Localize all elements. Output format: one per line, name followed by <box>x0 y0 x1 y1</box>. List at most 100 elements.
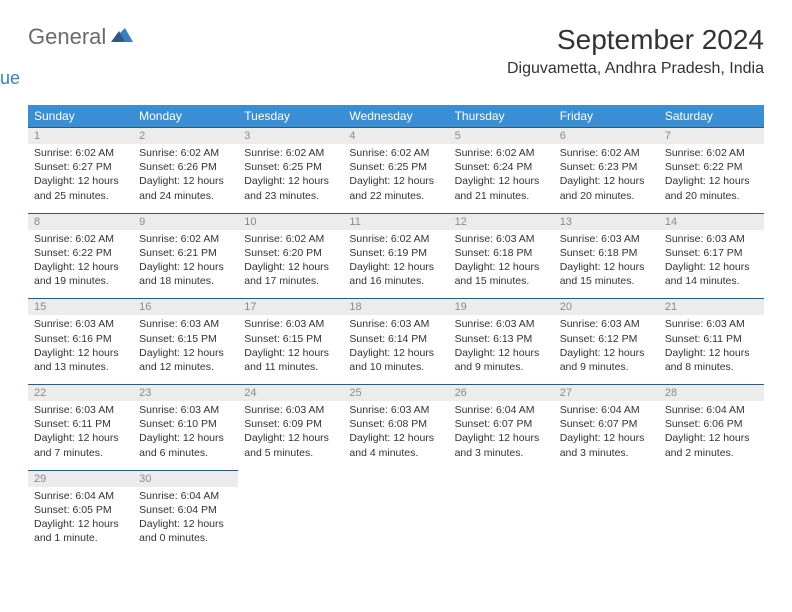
week-daynum-row: 891011121314 <box>28 213 764 230</box>
daylight-text-2: and 14 minutes. <box>665 274 758 288</box>
sunset-text: Sunset: 6:07 PM <box>455 417 548 431</box>
day-details-cell: Sunrise: 6:03 AMSunset: 6:18 PMDaylight:… <box>449 230 554 299</box>
col-saturday: Saturday <box>659 105 764 128</box>
day-details-cell <box>554 487 659 556</box>
day-details-cell: Sunrise: 6:02 AMSunset: 6:22 PMDaylight:… <box>659 144 764 213</box>
sunrise-text: Sunrise: 6:02 AM <box>244 146 337 160</box>
logo-triangle-icon <box>111 35 133 47</box>
daylight-text-2: and 7 minutes. <box>34 446 127 460</box>
daylight-text-2: and 9 minutes. <box>455 360 548 374</box>
day-header-row: Sunday Monday Tuesday Wednesday Thursday… <box>28 105 764 128</box>
day-details-cell <box>449 487 554 556</box>
daylight-text-1: Daylight: 12 hours <box>665 260 758 274</box>
day-number-cell: 16 <box>133 299 238 316</box>
day-details-cell: Sunrise: 6:03 AMSunset: 6:12 PMDaylight:… <box>554 315 659 384</box>
day-number-cell: 27 <box>554 385 659 402</box>
day-number-cell: 1 <box>28 128 133 145</box>
daylight-text-1: Daylight: 12 hours <box>455 346 548 360</box>
day-number-cell: 10 <box>238 213 343 230</box>
day-number-cell <box>449 470 554 487</box>
sunset-text: Sunset: 6:19 PM <box>349 246 442 260</box>
day-details-cell: Sunrise: 6:02 AMSunset: 6:21 PMDaylight:… <box>133 230 238 299</box>
daylight-text-1: Daylight: 12 hours <box>34 517 127 531</box>
day-details-cell: Sunrise: 6:03 AMSunset: 6:15 PMDaylight:… <box>133 315 238 384</box>
week-details-row: Sunrise: 6:03 AMSunset: 6:11 PMDaylight:… <box>28 401 764 470</box>
day-number-cell: 25 <box>343 385 448 402</box>
day-number-cell: 24 <box>238 385 343 402</box>
day-number-cell: 30 <box>133 470 238 487</box>
daylight-text-1: Daylight: 12 hours <box>34 431 127 445</box>
day-details-cell: Sunrise: 6:02 AMSunset: 6:19 PMDaylight:… <box>343 230 448 299</box>
day-number-cell: 20 <box>554 299 659 316</box>
week-daynum-row: 15161718192021 <box>28 299 764 316</box>
day-number-cell: 22 <box>28 385 133 402</box>
daylight-text-1: Daylight: 12 hours <box>665 431 758 445</box>
daylight-text-2: and 25 minutes. <box>34 189 127 203</box>
sunset-text: Sunset: 6:15 PM <box>139 332 232 346</box>
day-number-cell: 2 <box>133 128 238 145</box>
daylight-text-2: and 15 minutes. <box>560 274 653 288</box>
sunrise-text: Sunrise: 6:02 AM <box>139 146 232 160</box>
sunrise-text: Sunrise: 6:02 AM <box>455 146 548 160</box>
logo: General Blue <box>28 24 133 89</box>
week-details-row: Sunrise: 6:03 AMSunset: 6:16 PMDaylight:… <box>28 315 764 384</box>
sunrise-text: Sunrise: 6:03 AM <box>244 403 337 417</box>
sunrise-text: Sunrise: 6:04 AM <box>455 403 548 417</box>
sunset-text: Sunset: 6:18 PM <box>455 246 548 260</box>
daylight-text-1: Daylight: 12 hours <box>244 174 337 188</box>
sunset-text: Sunset: 6:21 PM <box>139 246 232 260</box>
title-block: September 2024 Diguvametta, Andhra Prade… <box>507 24 764 78</box>
day-number-cell: 15 <box>28 299 133 316</box>
daylight-text-1: Daylight: 12 hours <box>139 174 232 188</box>
week-details-row: Sunrise: 6:02 AMSunset: 6:22 PMDaylight:… <box>28 230 764 299</box>
daylight-text-1: Daylight: 12 hours <box>244 346 337 360</box>
daylight-text-1: Daylight: 12 hours <box>34 260 127 274</box>
sunrise-text: Sunrise: 6:03 AM <box>139 403 232 417</box>
daylight-text-2: and 0 minutes. <box>139 531 232 545</box>
sunrise-text: Sunrise: 6:03 AM <box>349 403 442 417</box>
day-details-cell: Sunrise: 6:04 AMSunset: 6:05 PMDaylight:… <box>28 487 133 556</box>
day-details-cell: Sunrise: 6:02 AMSunset: 6:26 PMDaylight:… <box>133 144 238 213</box>
sunrise-text: Sunrise: 6:03 AM <box>455 317 548 331</box>
day-details-cell <box>343 487 448 556</box>
sunrise-text: Sunrise: 6:03 AM <box>560 232 653 246</box>
day-number-cell: 17 <box>238 299 343 316</box>
col-tuesday: Tuesday <box>238 105 343 128</box>
sunset-text: Sunset: 6:23 PM <box>560 160 653 174</box>
daylight-text-2: and 1 minute. <box>34 531 127 545</box>
day-number-cell: 5 <box>449 128 554 145</box>
day-number-cell <box>343 470 448 487</box>
sunrise-text: Sunrise: 6:04 AM <box>665 403 758 417</box>
daylight-text-2: and 3 minutes. <box>560 446 653 460</box>
daylight-text-1: Daylight: 12 hours <box>349 174 442 188</box>
daylight-text-2: and 16 minutes. <box>349 274 442 288</box>
daylight-text-2: and 18 minutes. <box>139 274 232 288</box>
week-daynum-row: 1234567 <box>28 128 764 145</box>
sunset-text: Sunset: 6:13 PM <box>455 332 548 346</box>
day-number-cell: 18 <box>343 299 448 316</box>
sunset-text: Sunset: 6:04 PM <box>139 503 232 517</box>
daylight-text-1: Daylight: 12 hours <box>349 260 442 274</box>
daylight-text-2: and 24 minutes. <box>139 189 232 203</box>
day-details-cell: Sunrise: 6:03 AMSunset: 6:15 PMDaylight:… <box>238 315 343 384</box>
sunset-text: Sunset: 6:25 PM <box>349 160 442 174</box>
daylight-text-1: Daylight: 12 hours <box>349 431 442 445</box>
day-details-cell: Sunrise: 6:04 AMSunset: 6:07 PMDaylight:… <box>554 401 659 470</box>
sunset-text: Sunset: 6:15 PM <box>244 332 337 346</box>
logo-text-general: General <box>28 24 106 49</box>
sunset-text: Sunset: 6:09 PM <box>244 417 337 431</box>
daylight-text-2: and 21 minutes. <box>455 189 548 203</box>
sunset-text: Sunset: 6:07 PM <box>560 417 653 431</box>
day-number-cell <box>554 470 659 487</box>
daylight-text-1: Daylight: 12 hours <box>34 346 127 360</box>
day-details-cell: Sunrise: 6:03 AMSunset: 6:17 PMDaylight:… <box>659 230 764 299</box>
week-daynum-row: 2930 <box>28 470 764 487</box>
sunset-text: Sunset: 6:14 PM <box>349 332 442 346</box>
daylight-text-2: and 10 minutes. <box>349 360 442 374</box>
sunrise-text: Sunrise: 6:03 AM <box>244 317 337 331</box>
day-number-cell: 9 <box>133 213 238 230</box>
week-details-row: Sunrise: 6:04 AMSunset: 6:05 PMDaylight:… <box>28 487 764 556</box>
sunrise-text: Sunrise: 6:02 AM <box>244 232 337 246</box>
col-wednesday: Wednesday <box>343 105 448 128</box>
day-details-cell: Sunrise: 6:02 AMSunset: 6:23 PMDaylight:… <box>554 144 659 213</box>
